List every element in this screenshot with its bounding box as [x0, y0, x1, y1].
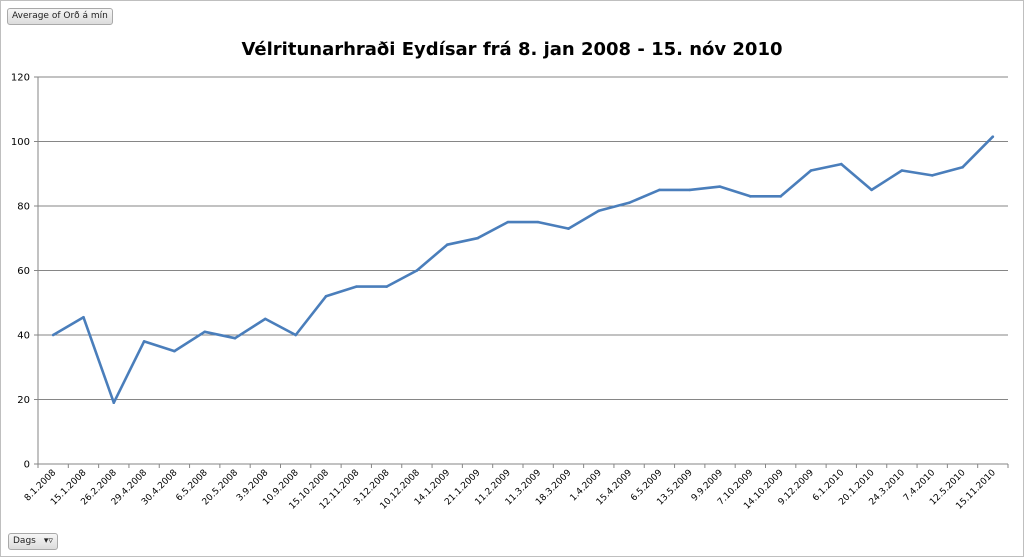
data-point: [142, 340, 146, 343]
data-point: [51, 333, 55, 337]
data-point: [385, 285, 388, 288]
y-tick-label: 120: [11, 73, 30, 84]
data-point: [567, 227, 570, 230]
data-point: [354, 285, 358, 288]
data-point: [839, 162, 843, 166]
series-line: [52, 135, 994, 405]
y-tick-label: 100: [11, 137, 30, 148]
y-tick-label: 20: [17, 395, 30, 406]
plot-area: [51, 135, 995, 405]
y-tick-label: 0: [24, 460, 30, 471]
data-point: [930, 174, 934, 177]
data-point: [809, 169, 813, 172]
data-point: [324, 295, 328, 298]
data-point: [779, 195, 782, 198]
data-point: [294, 333, 297, 337]
gridlines: [38, 76, 1008, 400]
data-point: [627, 201, 631, 205]
data-point: [961, 166, 964, 169]
data-point: [536, 220, 540, 224]
data-point: [658, 188, 661, 192]
chart-title: Vélritunarhraði Eydísar frá 8. jan 2008 …: [241, 39, 782, 60]
data-point: [445, 243, 449, 246]
data-point: [112, 401, 116, 405]
data-point: [82, 315, 85, 319]
data-point: [506, 220, 510, 224]
data-point: [718, 185, 722, 188]
axis-field-button[interactable]: Dags ▾▿: [8, 533, 58, 550]
axis-field-label: Dags: [13, 536, 36, 546]
data-point: [264, 317, 267, 321]
x-axis: 8.1.200815.1.200826.2.200829.4.200830.4.…: [23, 463, 1009, 512]
data-point: [597, 209, 601, 213]
data-point: [415, 269, 419, 272]
y-tick-label: 40: [17, 331, 30, 342]
data-point: [688, 188, 692, 192]
data-point: [900, 169, 904, 172]
data-point: [233, 336, 237, 340]
y-axis: 0 20 40 60 80 100 120: [11, 73, 39, 471]
filter-icon[interactable]: ▾▿: [43, 536, 53, 546]
value-field-button[interactable]: Average of Orð á mín: [7, 8, 113, 25]
data-point: [173, 349, 176, 353]
y-tick-label: 60: [17, 266, 30, 277]
data-point: [870, 188, 873, 192]
data-point: [203, 330, 207, 334]
data-point: [749, 195, 752, 198]
y-tick-label: 80: [17, 202, 30, 213]
data-point: [476, 236, 479, 240]
data-point: [991, 135, 995, 138]
